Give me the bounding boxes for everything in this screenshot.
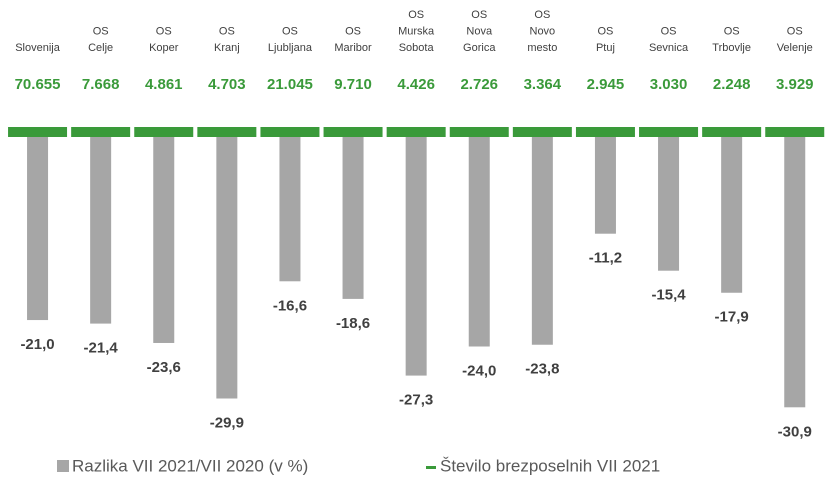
- category-label: OS Kranj: [214, 25, 240, 54]
- category-label: OS Nova Gorica: [463, 9, 496, 54]
- legend-label: Število brezposelnih VII 2021: [440, 456, 660, 475]
- count-marker: [197, 127, 257, 137]
- value-label: -11,2: [589, 250, 622, 267]
- count-marker: [702, 127, 762, 137]
- count-marker: [8, 127, 68, 137]
- value-label: -29,9: [210, 414, 244, 431]
- count-label: 7.668: [82, 76, 120, 93]
- value-label: -15,4: [651, 287, 686, 304]
- bar: [405, 135, 427, 376]
- category-label: Slovenija: [15, 42, 61, 54]
- bar: [279, 135, 301, 282]
- count-marker: [323, 127, 383, 137]
- category-label: OS Celje: [88, 25, 113, 54]
- category-label: OS Sevnica: [649, 25, 689, 54]
- count-marker: [386, 127, 446, 137]
- count-marker: [134, 127, 194, 137]
- bar: [658, 135, 680, 271]
- count-marker: [71, 127, 131, 137]
- category-label: OS Murska Sobota: [398, 9, 435, 54]
- legend-swatch: [57, 460, 69, 472]
- bar: [216, 135, 238, 399]
- value-label: -27,3: [399, 392, 433, 409]
- count-label: 2.248: [713, 76, 751, 93]
- count-label: 4.426: [397, 76, 435, 93]
- bar: [342, 135, 364, 299]
- value-label: -23,6: [147, 359, 181, 376]
- category-label: OS Koper: [149, 25, 179, 54]
- value-label: -21,0: [20, 336, 54, 353]
- category-label: OS Ptuj: [596, 25, 615, 54]
- bar: [531, 135, 553, 345]
- count-label: 4.861: [145, 76, 183, 93]
- value-label: -17,9: [715, 309, 749, 326]
- bar: [468, 135, 490, 347]
- count-marker: [512, 127, 572, 137]
- bar: [153, 135, 175, 343]
- bar: [594, 135, 616, 234]
- count-label: 4.703: [208, 76, 246, 93]
- count-marker: [449, 127, 509, 137]
- count-label: 2.726: [460, 76, 498, 93]
- count-label: 70.655: [15, 76, 61, 93]
- category-label: OS Maribor: [334, 25, 372, 54]
- count-marker: [639, 127, 699, 137]
- count-marker: [575, 127, 635, 137]
- count-label: 2.945: [587, 76, 625, 93]
- count-label: 9.710: [334, 76, 372, 93]
- value-label: -18,6: [336, 315, 370, 332]
- legend-swatch: [426, 466, 436, 469]
- count-label: 3.929: [776, 76, 814, 93]
- legend-label: Razlika VII 2021/VII 2020 (v %): [72, 456, 308, 475]
- count-label: 3.364: [524, 76, 562, 93]
- category-label: OS Trbovlje: [712, 25, 751, 54]
- count-marker: [765, 127, 825, 137]
- count-label: 3.030: [650, 76, 688, 93]
- count-marker: [260, 127, 320, 137]
- value-label: -23,8: [525, 361, 559, 378]
- value-label: -16,6: [273, 297, 307, 314]
- value-label: -24,0: [462, 362, 496, 379]
- bar: [27, 135, 49, 321]
- bar: [721, 135, 743, 293]
- category-label: OS Novo mesto: [527, 9, 557, 54]
- bar: [90, 135, 112, 324]
- value-label: -21,4: [84, 340, 119, 357]
- bar: [784, 135, 806, 408]
- category-label: OS Ljubljana: [268, 25, 313, 54]
- count-label: 21.045: [267, 76, 313, 93]
- value-label: -30,9: [778, 423, 812, 440]
- category-label: OS Velenje: [777, 25, 813, 54]
